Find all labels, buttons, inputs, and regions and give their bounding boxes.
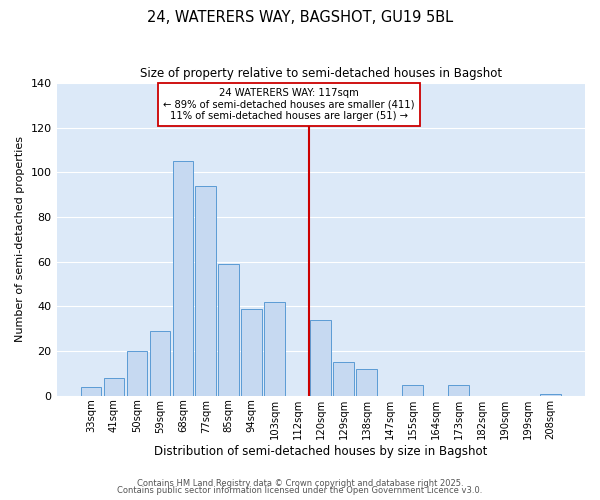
Bar [173,161,193,396]
Bar [241,308,262,396]
Text: 24, WATERERS WAY, BAGSHOT, GU19 5BL: 24, WATERERS WAY, BAGSHOT, GU19 5BL [147,10,453,25]
Bar [80,387,101,396]
Bar [104,378,124,396]
Text: Contains public sector information licensed under the Open Government Licence v3: Contains public sector information licen… [118,486,482,495]
Title: Size of property relative to semi-detached houses in Bagshot: Size of property relative to semi-detach… [140,68,502,80]
Bar [196,186,216,396]
Bar [448,384,469,396]
Bar [403,384,423,396]
Y-axis label: Number of semi-detached properties: Number of semi-detached properties [15,136,25,342]
X-axis label: Distribution of semi-detached houses by size in Bagshot: Distribution of semi-detached houses by … [154,444,487,458]
Bar [265,302,285,396]
Bar [218,264,239,396]
Bar [356,369,377,396]
Bar [334,362,354,396]
Bar [149,331,170,396]
Text: Contains HM Land Registry data © Crown copyright and database right 2025.: Contains HM Land Registry data © Crown c… [137,478,463,488]
Bar [310,320,331,396]
Bar [127,351,147,396]
Text: 24 WATERERS WAY: 117sqm
← 89% of semi-detached houses are smaller (411)
11% of s: 24 WATERERS WAY: 117sqm ← 89% of semi-de… [163,88,415,121]
Bar [540,394,561,396]
